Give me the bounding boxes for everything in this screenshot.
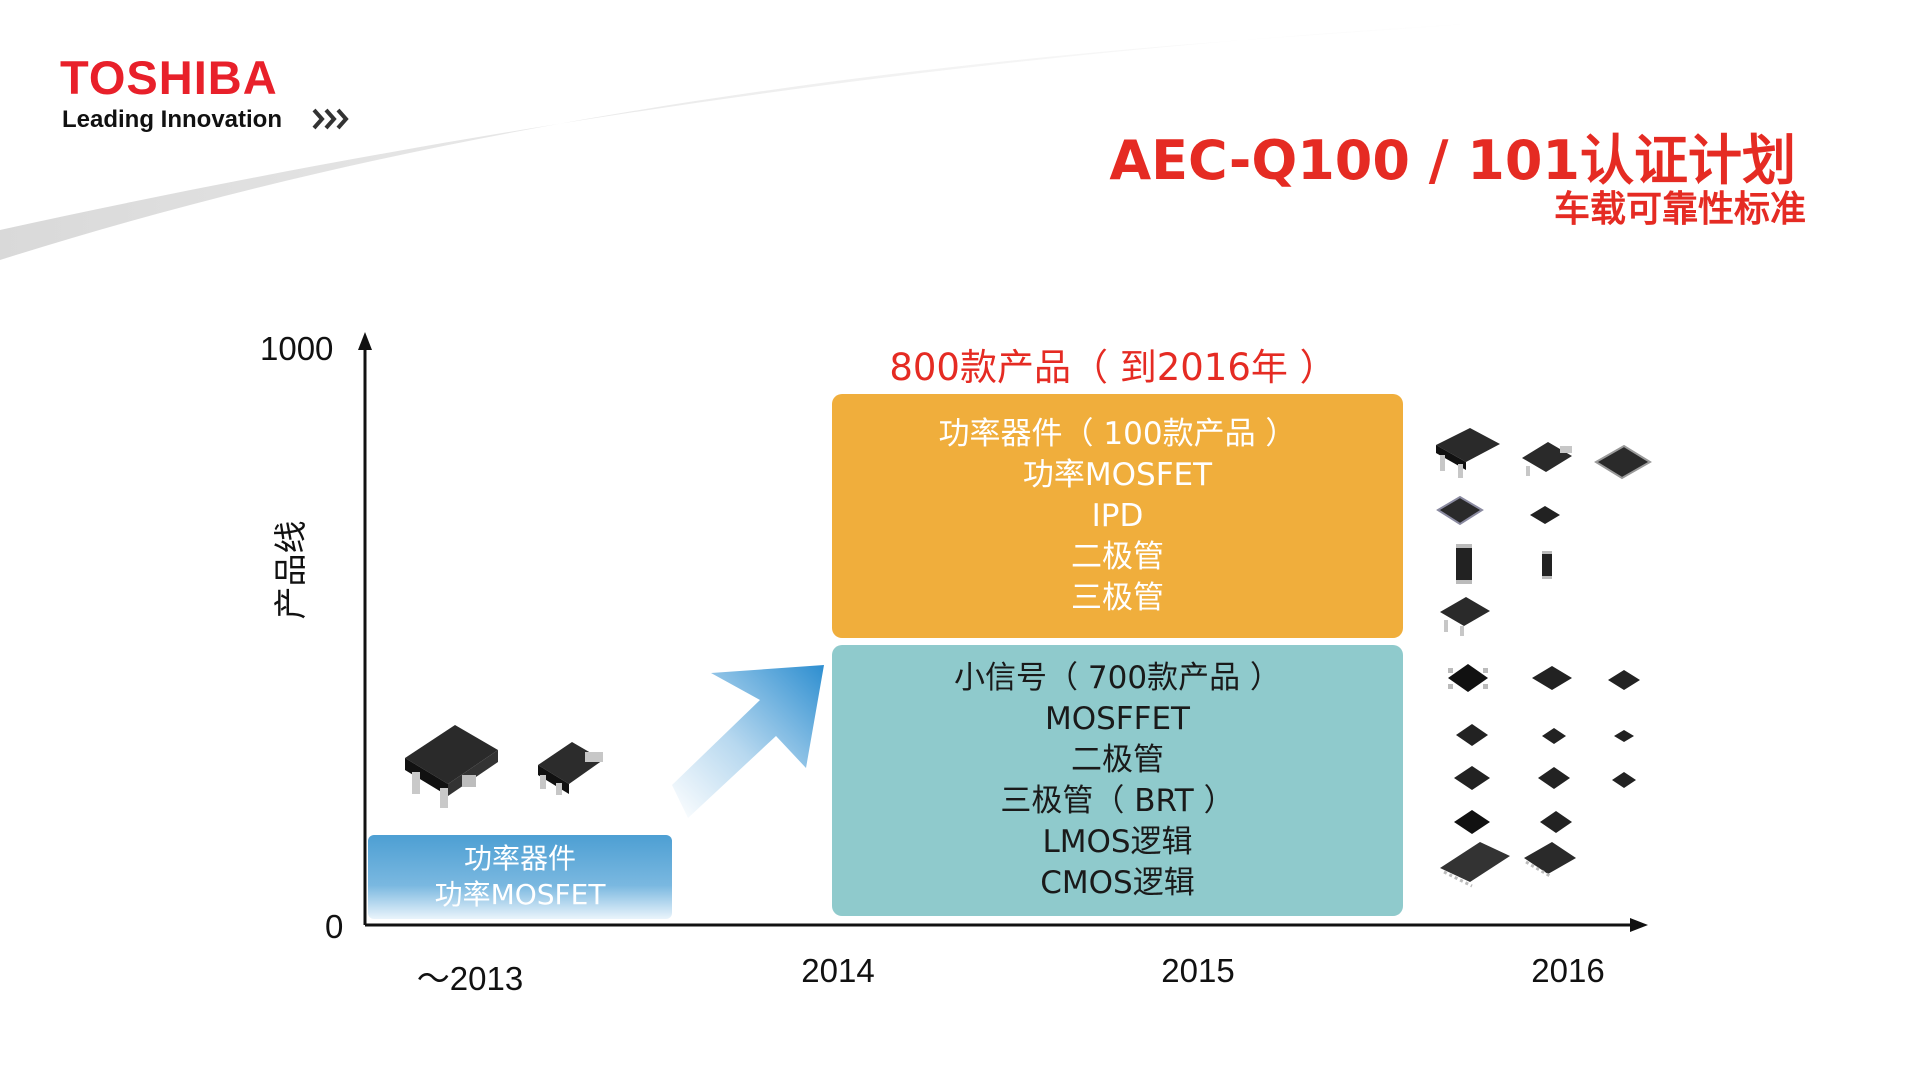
- stage-line: CMOS逻辑: [1040, 864, 1195, 901]
- chip-package-icon: [1538, 767, 1570, 789]
- x-tick-2016: 2016: [1531, 952, 1605, 989]
- chevrons-icon: [312, 108, 349, 130]
- background-swoosh: [0, 0, 1920, 260]
- power-devices-box: 功率器件（ 100款产品 ） 功率MOSFET IPD 二极管 三极管: [832, 394, 1403, 638]
- growth-arrow: [672, 665, 824, 818]
- stage-line: 功率MOSFET: [1022, 456, 1213, 493]
- small-power-package-icon: [1522, 442, 1572, 476]
- small-signal-box: 小信号（ 700款产品 ） MOSFFET 二极管 三极管（ BRT ） LMO…: [832, 645, 1403, 916]
- chip-package-icon: [1614, 730, 1634, 742]
- chip-package-icon: [1448, 664, 1488, 692]
- stage-line: 三极管（ BRT ）: [1000, 782, 1235, 819]
- y-axis-label: 产品线: [271, 520, 310, 620]
- stage-line: 三极管: [1071, 579, 1164, 616]
- tagline: Leading Innovation: [62, 106, 282, 133]
- dpak-package-icon: [405, 725, 498, 808]
- tssop-package-icon: [1524, 842, 1576, 878]
- small-power-package-icon: [538, 742, 603, 795]
- chip-package-icon: [1532, 666, 1572, 690]
- chip-package-icon: [1436, 495, 1484, 526]
- stage-line: MOSFFET: [1044, 700, 1190, 737]
- page-subtitle: 车载可靠性标准: [1553, 189, 1806, 230]
- stage-line: 二极管: [1071, 538, 1164, 575]
- chip-package-icon: [1612, 772, 1636, 788]
- page-title: AEC-Q100 / 101认证计划: [1109, 129, 1796, 192]
- stage-line: 功率器件（ 100款产品 ）: [938, 415, 1297, 452]
- stage-line: LMOS逻辑: [1042, 823, 1193, 860]
- package-gallery: [1436, 428, 1652, 888]
- x-tick-2015: 2015: [1161, 952, 1235, 989]
- chip-package-icon: [1454, 810, 1490, 834]
- x-axis-arrowhead: [1630, 918, 1648, 932]
- stage-line: 二极管: [1071, 741, 1164, 778]
- x-tick-2014: 2014: [801, 952, 875, 989]
- y-tick-min: 0: [325, 908, 344, 945]
- stage-2013-box: 功率器件 功率MOSFET: [368, 835, 672, 919]
- tssop-package-icon: [1440, 842, 1510, 888]
- stage-line: 功率器件: [463, 842, 576, 875]
- chip-package-icon: [1540, 811, 1572, 833]
- chip-package-icon: [1530, 506, 1560, 524]
- stage-line: IPD: [1091, 497, 1144, 534]
- chip-package-icon: [1454, 766, 1490, 790]
- product-count-headline: 800款产品（ 到2016年 ）: [889, 346, 1337, 389]
- diode-package-icon: [1542, 551, 1552, 579]
- stage-line: 小信号（ 700款产品 ）: [954, 659, 1281, 696]
- dpak-package-icon: [1440, 597, 1490, 636]
- chip-package-icon: [1608, 670, 1640, 690]
- chip-package-icon: [1456, 724, 1488, 746]
- stage-line: 功率MOSFET: [434, 878, 606, 911]
- y-axis-arrowhead: [358, 332, 372, 350]
- chip-package-icon: [1542, 728, 1566, 744]
- dpak-package-icon: [1436, 428, 1500, 478]
- x-tick-2013: ～2013: [416, 960, 524, 997]
- diode-package-icon: [1456, 544, 1472, 584]
- y-tick-max: 1000: [260, 330, 334, 367]
- sop-package-icon: [1594, 444, 1652, 480]
- toshiba-logo: TOSHIBA: [60, 51, 278, 104]
